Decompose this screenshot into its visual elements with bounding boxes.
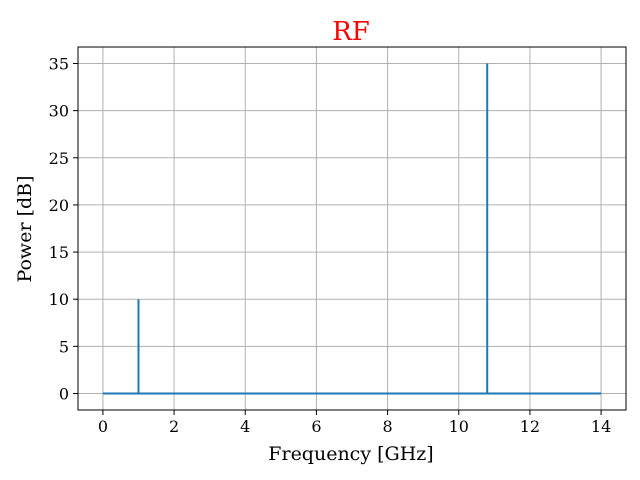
y-tick-label: 0	[59, 385, 69, 404]
y-axis: 0 5 10 15 20 25 30 35	[49, 55, 78, 404]
x-tick-label: 2	[169, 417, 179, 436]
x-tick-label: 14	[591, 417, 611, 436]
y-axis-label: Power [dB]	[14, 175, 36, 282]
y-tick-label: 5	[59, 337, 69, 356]
x-tick-label: 0	[98, 417, 108, 436]
y-tick-label: 25	[49, 149, 69, 168]
y-tick-label: 30	[49, 102, 69, 121]
y-tick-label: 20	[49, 196, 69, 215]
y-tick-label: 35	[49, 55, 69, 74]
chart-title: RF	[332, 17, 370, 47]
x-tick-label: 6	[311, 417, 321, 436]
x-tick-label: 4	[240, 417, 250, 436]
x-tick-label: 8	[382, 417, 392, 436]
y-tick-label: 15	[49, 243, 69, 262]
x-axis: 0 2 4 6 8 10 12 14	[98, 410, 611, 436]
x-tick-label: 10	[449, 417, 469, 436]
series-layer	[102, 63, 602, 395]
spectrum-line	[102, 63, 602, 395]
plot-frame	[77, 46, 627, 411]
x-tick-label: 12	[520, 417, 540, 436]
y-tick-label: 10	[49, 290, 69, 309]
x-axis-label: Frequency [GHz]	[268, 443, 433, 465]
grid	[78, 47, 626, 410]
